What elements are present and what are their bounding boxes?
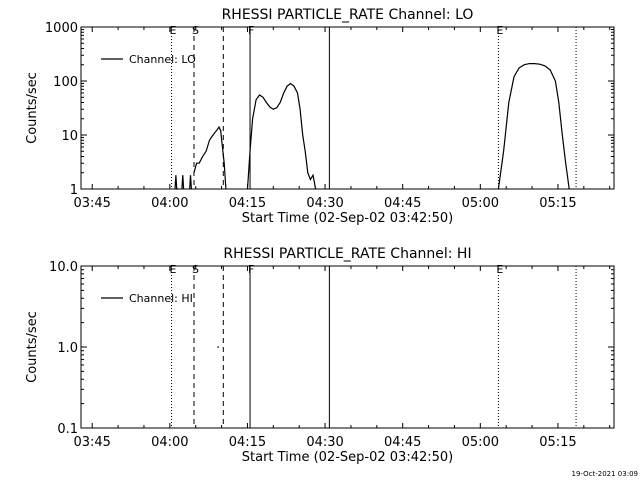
chart1-x-tick-label-5: 05:00 [462, 435, 499, 450]
chart0-x-tick-label-2: 04:15 [229, 196, 266, 211]
chart0-x-tick-label-4: 04:45 [384, 196, 421, 211]
hi-channel-plot: RHESSI PARTICLE_RATE Channel: HI 03:45 04:… [25, 246, 615, 465]
chart1-y-tick-label-0: 0.1 [57, 422, 78, 437]
chart1-x-axis-label: Start Time (02-Sep-02 03:42:50) [242, 450, 453, 465]
chart1-event-marker-label-5: E [496, 263, 503, 276]
chart0-series-0-segment-5 [497, 62, 570, 190]
chart0-y-tick-label-2: 100 [53, 75, 78, 90]
chart0-x-axis-label: Start Time (02-Sep-02 03:42:50) [242, 211, 453, 226]
chart1-x-tick-label-2: 04:15 [229, 435, 266, 450]
chart1-x-tick-label-6: 05:15 [539, 435, 576, 450]
footer-timestamp: 19-Oct-2021 03:09 [572, 470, 638, 478]
chart0-x-tick-label-0: 03:45 [73, 196, 110, 211]
chart1-x-tick-label-1: 04:00 [151, 435, 188, 450]
chart1-y-tick-label-1: 1.0 [57, 341, 78, 356]
chart1-x-tick-label-3: 04:30 [306, 435, 343, 450]
chart0-event-marker-label-1: S [192, 24, 199, 37]
chart1-event-marker-label-3: F [248, 263, 254, 276]
chart0-event-marker-label-5: E [496, 24, 503, 37]
chart1-x-tick-label-0: 03:45 [73, 435, 110, 450]
chart0-plot-frame [80, 26, 615, 190]
chart0-series-0-segment-2 [189, 175, 192, 190]
chart1-x-tick-label-4: 04:45 [384, 435, 421, 450]
chart1-event-marker-label-0: E [170, 263, 177, 276]
chart0-event-marker-label-3: F [248, 24, 254, 37]
lo-channel-plot: RHESSI PARTICLE_RATE Channel: LO 03:45 04:… [25, 7, 615, 226]
chart0-series-0-segment-1 [181, 175, 185, 190]
chart0-legend-label-0: Channel: LO [129, 53, 196, 66]
chart0-series-0-segment-0 [174, 175, 179, 190]
chart0-x-tick-label-5: 05:00 [462, 196, 499, 211]
chart0-x-tick-label-6: 05:15 [539, 196, 576, 211]
chart1-event-marker-label-1: S [192, 263, 199, 276]
chart1-y-axis-label: Counts/sec [25, 311, 40, 383]
chart0-series-0-segment-3 [193, 125, 227, 190]
chart0-y-tick-label-0: 1 [70, 183, 78, 198]
chart0-event-marker-label-0: E [170, 24, 177, 37]
chart1-y-tick-label-2: 10.0 [49, 260, 78, 275]
chart0-y-axis-label: Counts/sec [25, 72, 40, 144]
chart0-x-tick-label-1: 04:00 [151, 196, 188, 211]
chart1-plot-frame [80, 265, 615, 429]
chart1-title: RHESSI PARTICLE_RATE Channel: HI [223, 246, 471, 262]
chart0-title: RHESSI PARTICLE_RATE Channel: LO [222, 7, 474, 23]
chart0-y-tick-label-1: 10 [61, 129, 78, 144]
chart0-series-0-segment-4 [246, 82, 317, 190]
chart1-legend-label-0: Channel: HI [129, 292, 193, 305]
chart0-x-tick-label-3: 04:30 [306, 196, 343, 211]
chart0-y-tick-label-3: 1000 [45, 21, 78, 36]
